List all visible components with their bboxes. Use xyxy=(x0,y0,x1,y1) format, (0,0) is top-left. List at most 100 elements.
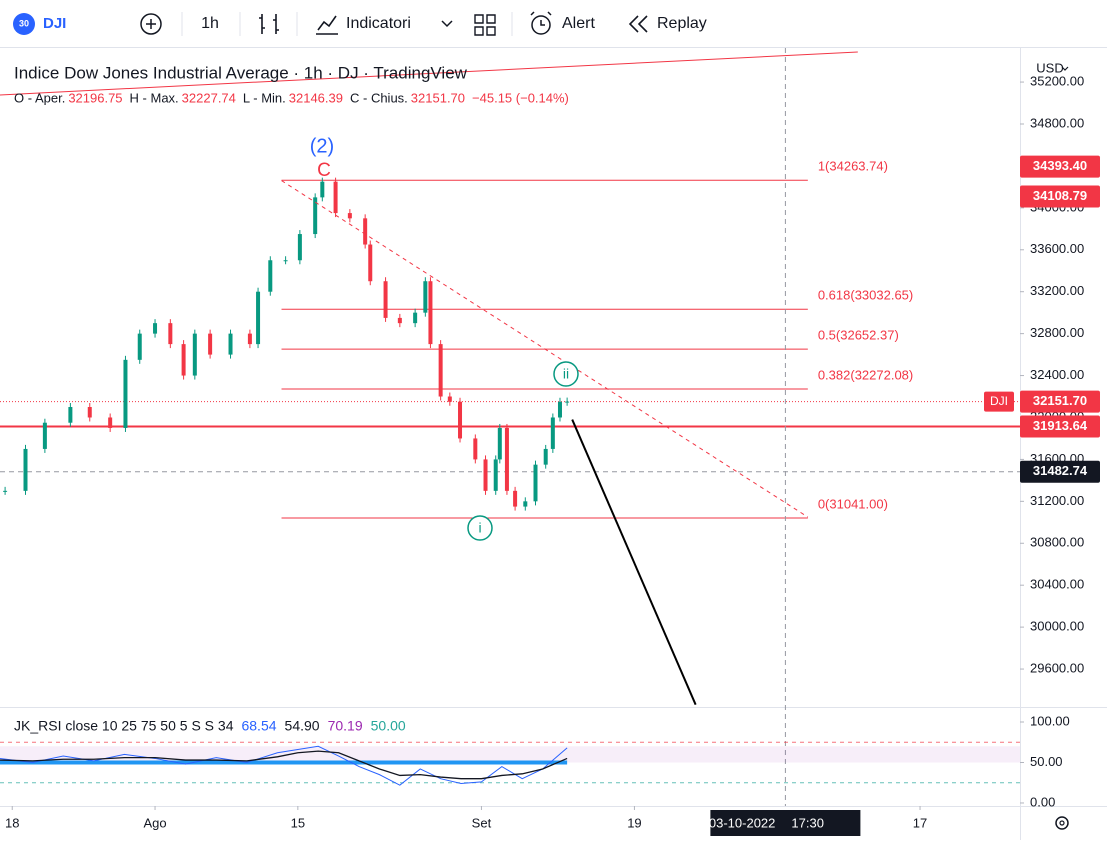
candle-body xyxy=(333,181,338,214)
settings-gear-center xyxy=(1059,820,1065,826)
ohlc-value: 32151.70 xyxy=(411,90,465,105)
candle-body xyxy=(320,181,325,198)
fib-label: 0(31041.00) xyxy=(818,496,888,511)
price-label: 34108.79 xyxy=(1033,188,1087,203)
candle-body xyxy=(137,333,142,360)
change: −45.15 (−0.14%) xyxy=(472,90,569,105)
chart-style-icon[interactable] xyxy=(259,14,279,34)
y-tick-label: 29600.00 xyxy=(1030,660,1084,675)
rsi-line xyxy=(0,750,568,780)
candle-body xyxy=(428,281,433,345)
last-price-label: 32151.70 xyxy=(1033,393,1087,408)
candle-body xyxy=(523,501,528,507)
crosshair-date: 03-10-2022 xyxy=(709,815,776,830)
candle-body xyxy=(192,333,197,376)
alert-button[interactable]: Alert xyxy=(562,15,595,32)
last-price-name-box xyxy=(984,391,1014,412)
symbol-badge[interactable] xyxy=(13,13,35,35)
candle-body xyxy=(68,407,73,423)
indicators-button[interactable]: Indicatori xyxy=(346,15,411,32)
candle-body xyxy=(363,218,368,245)
last-price-label-box xyxy=(1020,390,1100,413)
symbol[interactable]: DJI xyxy=(43,15,66,32)
candle-body xyxy=(23,448,28,491)
candle-body xyxy=(297,234,302,261)
add-symbol-icon[interactable] xyxy=(140,13,162,35)
interval[interactable]: 1h xyxy=(201,15,219,32)
alert-icon-hands xyxy=(530,11,552,26)
ohlc-label: C - Chius. xyxy=(350,90,408,105)
wave-label: i xyxy=(478,520,481,536)
candle-body xyxy=(3,490,8,492)
candle-body xyxy=(256,291,261,345)
candle-body xyxy=(447,396,452,402)
y-tick-label: 35200.00 xyxy=(1030,74,1084,89)
trendline xyxy=(571,419,697,705)
candle-body xyxy=(123,359,128,428)
rsi-band xyxy=(0,746,1020,763)
candle-body xyxy=(513,490,518,507)
fib-label: 0.382(32272.08) xyxy=(818,367,913,382)
candle-body xyxy=(483,459,488,491)
rsi-readout: 54.90 xyxy=(285,718,320,734)
ohlc-value: 32227.74 xyxy=(182,90,236,105)
ohlc-label: H - Max. xyxy=(130,90,179,105)
fib-label: 1(34263.74) xyxy=(818,159,888,174)
trendline xyxy=(281,180,809,518)
y-tick-label: 32800.00 xyxy=(1030,325,1084,340)
settings-gear xyxy=(1055,816,1069,830)
candle-body xyxy=(397,317,402,324)
candle-body xyxy=(153,323,158,334)
alert-icon[interactable] xyxy=(531,15,551,35)
candle-body xyxy=(565,401,570,403)
y-tick-label: 33600.00 xyxy=(1030,241,1084,256)
candle-body xyxy=(423,281,428,313)
price-label: 34393.40 xyxy=(1033,158,1087,173)
x-tick-label: 17 xyxy=(913,815,927,830)
wave-circle xyxy=(467,515,493,541)
replay-button[interactable]: Replay xyxy=(657,15,707,32)
candle-body xyxy=(473,438,478,460)
y-tick-label: 30800.00 xyxy=(1030,535,1084,550)
templates-icon[interactable] xyxy=(474,14,496,36)
price-label-box xyxy=(1020,155,1100,178)
overlay: 29600.00 30000.00 30400.00 30800.00 31200.00… xyxy=(0,48,1100,836)
rsi-y-tick-label: 50.00 xyxy=(1030,754,1063,769)
indicators-icon[interactable] xyxy=(316,15,338,35)
y-tick-label: 30400.00 xyxy=(1030,577,1084,592)
crosshair-time: 17:30 xyxy=(791,815,824,830)
rsi-y-tick-label: 0.00 xyxy=(1030,794,1055,809)
trendline xyxy=(0,51,858,96)
symbol-badge-text: 30 xyxy=(19,18,29,28)
x-tick-label: 18 xyxy=(5,815,19,830)
candle-body xyxy=(108,417,113,428)
y-tick-label: 31200.00 xyxy=(1030,493,1084,508)
candle-body xyxy=(504,427,509,491)
candle-body xyxy=(168,323,173,345)
candle-body xyxy=(228,333,233,355)
candle-body xyxy=(283,260,288,262)
rsi-title: JK_RSI close 10 25 75 50 5 S S 34 xyxy=(14,718,234,734)
indicators-dropdown[interactable] xyxy=(441,20,453,28)
candle-body xyxy=(368,244,373,282)
replay-icon[interactable] xyxy=(628,15,648,33)
crosshair-price-label-box xyxy=(1020,460,1100,483)
ohlc-value: 32146.39 xyxy=(289,90,343,105)
currency[interactable]: USD xyxy=(1036,60,1063,75)
fib-label: 0.618(33032.65) xyxy=(818,288,913,303)
resistance-label: 31913.64 xyxy=(1033,418,1088,433)
candle-body xyxy=(413,312,418,324)
wave-label: (2) xyxy=(310,135,334,157)
candle-body xyxy=(268,260,273,292)
currency-dropdown[interactable] xyxy=(1061,66,1069,71)
fib-label: 0.5(32652.37) xyxy=(818,328,899,343)
last-price-name: DJI xyxy=(990,394,1008,408)
settings-icon[interactable] xyxy=(1055,816,1069,830)
crosshair-time-box xyxy=(710,810,861,836)
y-tick-label: 33200.00 xyxy=(1030,283,1084,298)
candle-body xyxy=(458,401,463,439)
candle-body xyxy=(313,197,318,235)
x-tick-label: Set xyxy=(472,815,492,830)
